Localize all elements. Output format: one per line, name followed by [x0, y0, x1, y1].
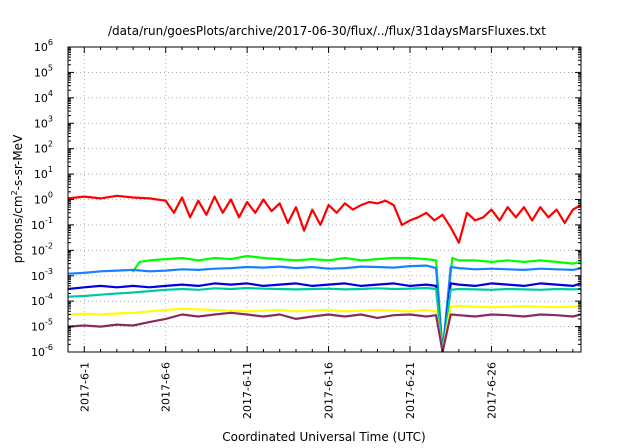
- y-tick-label: 100: [34, 191, 53, 207]
- y-tick-label: 104: [34, 89, 53, 105]
- y-tick-label: 105: [34, 63, 53, 79]
- y-tick-label: 10-4: [31, 292, 53, 308]
- y-tick-base: 10: [31, 295, 45, 308]
- x-tick-label: 2017-6-16: [323, 362, 336, 419]
- y-tick-exponent: -1: [45, 216, 53, 225]
- chart-title: /data/run/goesPlots/archive/2017-06-30/f…: [108, 24, 546, 38]
- x-tick-label: 2017-6-11: [241, 362, 254, 419]
- series-line-6: [68, 304, 581, 352]
- series-line-1: [68, 194, 581, 244]
- y-tick-base: 10: [31, 346, 45, 359]
- y-tick-label: 103: [34, 114, 53, 130]
- y-tick-label: 10-1: [31, 216, 53, 232]
- y-tick-base: 10: [31, 244, 45, 257]
- y-tick-exponent: 6: [48, 38, 53, 47]
- y-tick-label: 101: [34, 165, 53, 181]
- x-axis-label: Coordinated Universal Time (UTC): [222, 430, 425, 444]
- y-tick-base: 10: [34, 143, 48, 156]
- y-tick-exponent: -5: [45, 318, 53, 327]
- series-layer: [68, 194, 581, 352]
- series-line-5: [68, 286, 581, 352]
- y-tick-base: 10: [34, 41, 48, 54]
- y-tick-base: 10: [31, 219, 45, 232]
- y-tick-exponent: 1: [48, 165, 53, 174]
- ticks: [67, 46, 581, 353]
- y-tick-exponent: 2: [48, 140, 53, 149]
- y-tick-exponent: 3: [48, 114, 53, 123]
- y-tick-exponent: 0: [48, 191, 53, 200]
- series-line-2: [132, 254, 581, 352]
- y-tick-exponent: -2: [45, 241, 53, 250]
- series-group: [68, 194, 581, 352]
- y-tick-base: 10: [34, 194, 48, 207]
- y-tick-base: 10: [31, 270, 45, 283]
- x-tick-label: 2017-6-1: [78, 362, 91, 412]
- y-tick-label: 10-6: [31, 343, 53, 359]
- y-tick-label: 10-5: [31, 318, 53, 334]
- y-tick-base: 10: [34, 92, 48, 105]
- y-tick-base: 10: [34, 66, 48, 79]
- x-tick-label: 2017-6-21: [404, 362, 417, 419]
- y-tick-labels: 10-610-510-410-310-210-11001011021031041…: [31, 38, 53, 359]
- y-tick-label: 10-3: [31, 267, 53, 283]
- x-tick-label: 2017-6-26: [485, 362, 498, 419]
- y-tick-exponent: -6: [45, 343, 53, 352]
- y-tick-base: 10: [34, 168, 48, 181]
- y-axis-label-superscript: 2: [10, 190, 19, 195]
- y-tick-exponent: 5: [48, 63, 53, 72]
- grid: [68, 47, 581, 352]
- series-line-4: [68, 282, 581, 352]
- y-axis-label: protons/cm2-s-sr-MeV: [10, 134, 25, 263]
- y-axis-label-part-1: protons/cm: [11, 195, 25, 263]
- series-line-3: [68, 264, 581, 352]
- y-tick-exponent: -3: [45, 267, 53, 276]
- y-axis-label-part-2: -s-sr-MeV: [11, 134, 25, 190]
- series-line-7: [68, 311, 581, 352]
- y-tick-base: 10: [34, 117, 48, 130]
- y-tick-label: 102: [34, 140, 53, 156]
- x-tick-labels: 2017-6-1 2017-6-6 2017-6-11 2017-6-16 2017-6…: [78, 362, 498, 419]
- x-tick-label: 2017-6-6: [160, 362, 173, 412]
- y-tick-base: 10: [31, 321, 45, 334]
- y-tick-label: 10-2: [31, 241, 53, 257]
- y-tick-exponent: 4: [48, 89, 53, 98]
- y-tick-exponent: -4: [45, 292, 53, 301]
- y-tick-label: 106: [34, 38, 53, 54]
